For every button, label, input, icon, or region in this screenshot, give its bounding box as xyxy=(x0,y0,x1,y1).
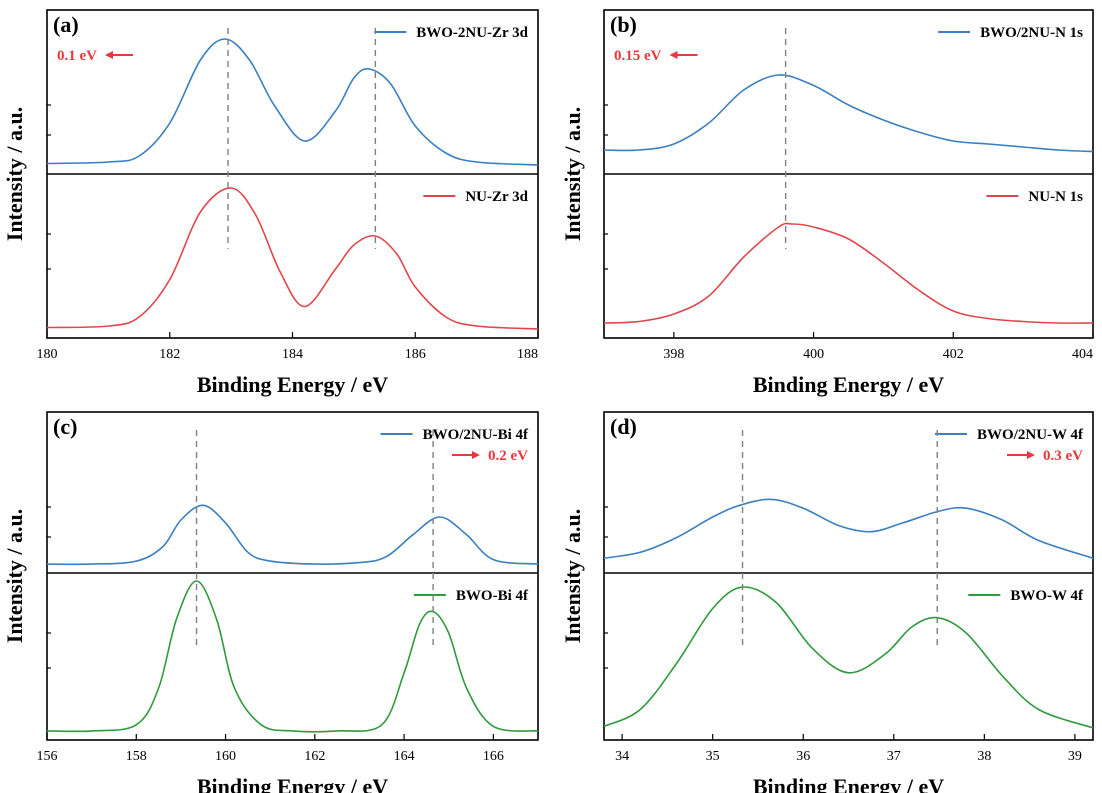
panel-label: (b) xyxy=(610,12,637,37)
x-tick-label: 34 xyxy=(615,749,629,764)
x-tick-label: 39 xyxy=(1068,749,1082,764)
y-axis-label: Intensity / a.u. xyxy=(560,107,585,241)
legend-label: BWO-W 4f xyxy=(1010,588,1084,604)
legend-label: BWO/2NU-Bi 4f xyxy=(423,427,529,443)
y-axis-label: Intensity / a.u. xyxy=(2,107,27,241)
panel-label: (d) xyxy=(610,414,637,439)
shift-arrowhead xyxy=(669,51,678,59)
legend-label: BWO/2NU-N 1s xyxy=(980,25,1083,41)
x-tick-label: 160 xyxy=(215,749,236,764)
legend-label: BWO/2NU-W 4f xyxy=(977,427,1084,443)
panel-label: (a) xyxy=(53,12,79,37)
shift-value: 0.15 eV xyxy=(614,48,662,64)
legend-label: NU-Zr 3d xyxy=(465,189,528,205)
x-tick-label: 180 xyxy=(37,347,58,362)
plot-frame xyxy=(46,411,539,741)
series-line-bottom xyxy=(603,586,1094,729)
series-line-bottom xyxy=(603,222,1094,324)
x-tick-label: 166 xyxy=(483,749,504,764)
x-tick-label: 400 xyxy=(803,347,824,362)
y-axis-label: Intensity / a.u. xyxy=(560,509,585,643)
panel-d: 34 35 36 37 38 39 Binding Energy / eV Intensity… xyxy=(560,411,1094,793)
x-tick-label: 38 xyxy=(977,749,991,764)
x-axis-label: Binding Energy / eV xyxy=(197,372,388,397)
x-tick-label: 404 xyxy=(1072,347,1093,362)
x-axis-label: Binding Energy / eV xyxy=(197,774,388,793)
x-tick-label: 156 xyxy=(37,749,58,764)
x-tick-label: 402 xyxy=(943,347,964,362)
x-tick-label: 164 xyxy=(394,749,415,764)
legend-label: BWO-2NU-Zr 3d xyxy=(416,25,528,41)
x-axis-label: Binding Energy / eV xyxy=(753,372,944,397)
x-tick-label: 37 xyxy=(887,749,901,764)
series-line-top xyxy=(603,74,1094,153)
x-tick-label: 36 xyxy=(796,749,810,764)
x-tick-label: 158 xyxy=(126,749,147,764)
x-tick-label: 398 xyxy=(663,347,684,362)
x-tick-label: 184 xyxy=(282,347,303,362)
x-tick-label: 35 xyxy=(706,749,720,764)
x-tick-label: 162 xyxy=(304,749,325,764)
series-line-bottom xyxy=(46,187,539,330)
legend-label: BWO-Bi 4f xyxy=(456,588,529,604)
x-axis-label: Binding Energy / eV xyxy=(753,774,944,793)
shift-value: 0.1 eV xyxy=(57,48,97,64)
series-line-top xyxy=(46,504,539,566)
shift-arrowhead xyxy=(1027,451,1035,459)
panel-c: 156 158 160 162 164 166 Binding Energy / eV Int… xyxy=(2,411,539,793)
x-tick-label: 182 xyxy=(159,347,180,362)
shift-arrowhead xyxy=(105,51,113,59)
shift-value: 0.2 eV xyxy=(488,448,528,464)
x-tick-label: 186 xyxy=(405,347,426,362)
series-line-top xyxy=(603,498,1094,559)
panel-a: 180 182 184 186 188 Binding Energy / eV Intens… xyxy=(2,9,539,397)
x-tick-label: 188 xyxy=(517,347,538,362)
plot-frame xyxy=(603,411,1094,741)
panel-b: 398 400 402 404 Binding Energy / eV Intensity… xyxy=(560,9,1094,397)
shift-arrowhead xyxy=(472,451,480,459)
shift-value: 0.3 eV xyxy=(1043,448,1083,464)
series-line-bottom xyxy=(46,580,539,733)
y-axis-label: Intensity / a.u. xyxy=(2,509,27,643)
series-line-top xyxy=(46,38,539,166)
legend-label: NU-N 1s xyxy=(1028,189,1083,205)
panel-label: (c) xyxy=(53,414,77,439)
